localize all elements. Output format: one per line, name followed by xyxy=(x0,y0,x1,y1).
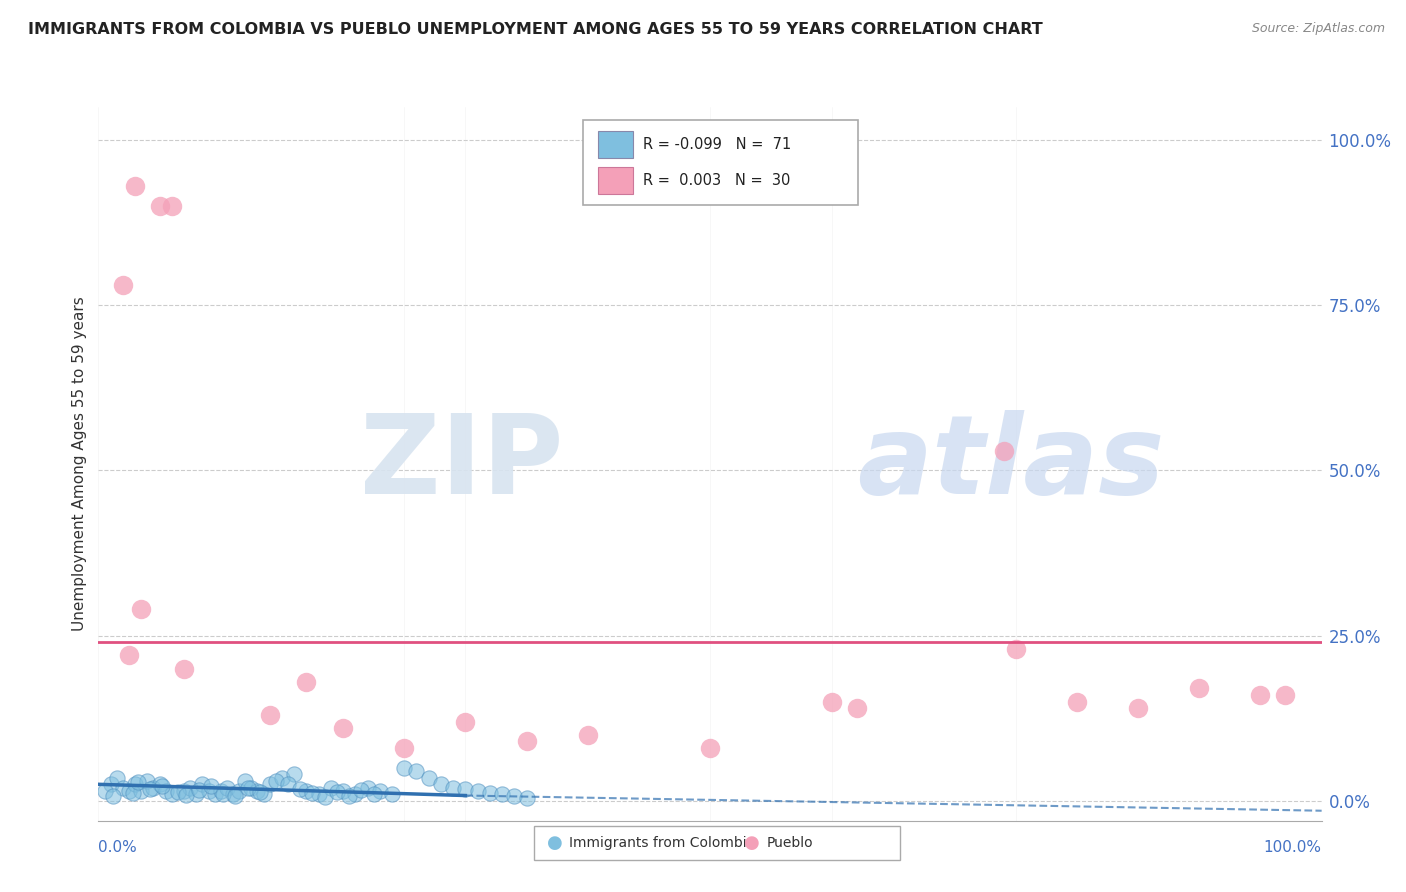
Text: 0.0%: 0.0% xyxy=(98,840,138,855)
Text: Immigrants from Colombia: Immigrants from Colombia xyxy=(569,836,755,850)
Text: 100.0%: 100.0% xyxy=(1264,840,1322,855)
Text: ●: ● xyxy=(744,834,761,852)
Text: R =  0.003   N =  30: R = 0.003 N = 30 xyxy=(643,173,790,187)
Text: ZIP: ZIP xyxy=(360,410,564,517)
Text: R = -0.099   N =  71: R = -0.099 N = 71 xyxy=(643,137,790,152)
Y-axis label: Unemployment Among Ages 55 to 59 years: Unemployment Among Ages 55 to 59 years xyxy=(72,296,87,632)
Text: ●: ● xyxy=(547,834,564,852)
Text: atlas: atlas xyxy=(856,410,1164,517)
Text: IMMIGRANTS FROM COLOMBIA VS PUEBLO UNEMPLOYMENT AMONG AGES 55 TO 59 YEARS CORREL: IMMIGRANTS FROM COLOMBIA VS PUEBLO UNEMP… xyxy=(28,22,1043,37)
Text: Source: ZipAtlas.com: Source: ZipAtlas.com xyxy=(1251,22,1385,36)
Text: Pueblo: Pueblo xyxy=(766,836,813,850)
